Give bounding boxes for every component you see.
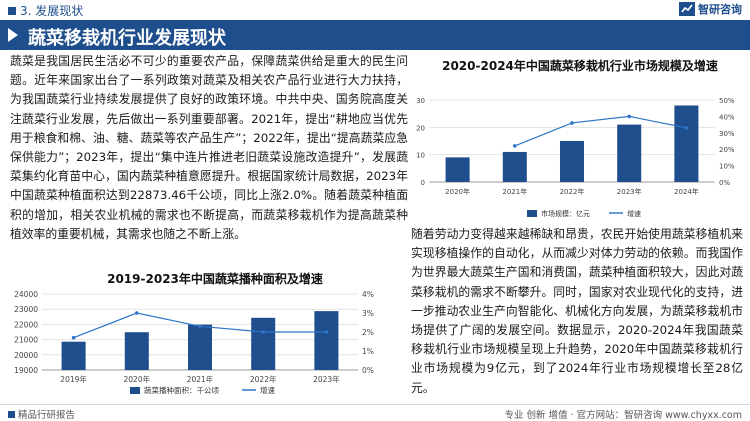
footer-right-text: 专业 创新 增值 · 官方网站：智研咨询 www.chyxx.com [504,410,743,421]
area-chart-legend-line-label: 增速 [260,385,275,395]
area-chart-growth-point [71,335,76,340]
area-chart-y-tick-label: 20000 [14,351,38,360]
market-chart-growth-point [684,126,689,130]
area-chart-growth-point [261,330,266,334]
area-chart-x-tick-label: 2021年 [187,374,214,384]
area-chart-growth-point [324,330,329,334]
brand-logo-icon [679,2,695,16]
market-chart-x-tick-label: 2020年 [445,187,470,196]
market-chart-growth-point [627,114,631,119]
area-chart-x-tick-label: 2019年 [60,374,87,384]
area-chart-y-tick-label: 19000 [14,366,38,375]
market-chart-legend-line-label: 增速 [627,209,641,218]
market-chart-legend-bar-label: 市场规模：亿元 [541,209,590,218]
area-chart-bar [314,311,339,370]
area-chart-y-tick-label: 21000 [14,336,38,345]
brand-logo: 智研咨询 [679,1,742,17]
area-chart-legend-bar-label: 蔬菜播种面积：千公顷 [144,385,219,395]
area-chart-y2-tick-label: 4% [362,290,374,299]
market-chart-x-tick-label: 2022年 [560,187,585,196]
area-chart-y-tick-label: 23000 [14,305,38,314]
area-chart-x-tick-label: 2022年 [250,374,277,384]
area-chart-y-tick-label: 22000 [14,320,38,329]
area-chart-y2-tick-label: 0% [362,366,374,375]
page-title: 蔬菜移栽机行业发展现状 [28,28,226,49]
area-chart-bar [187,324,213,370]
market-chart-y-tick-label: 20 [416,124,425,132]
planting-area-chart: 19000 20000 21000 22000 23000 24000 0% 1% 2% 3% 4%… [14,290,374,395]
left-paragraph: 蔬菜是我国居民生活必不可少的重要农产品，保障蔬菜供给是重大的民生问题。近年来国家… [10,54,408,241]
area-chart-y-tick-label: 24000 [14,290,38,299]
area-chart-x-tick-label: 2023年 [313,374,340,384]
market-chart-bar [674,105,699,182]
market-chart-y2-tick-label: 30% [719,130,735,138]
area-chart-bar [251,317,276,370]
title-bar: 蔬菜移栽机行业发展现状 [0,20,750,50]
brand-logo-text: 智研咨询 [698,3,742,16]
area-chart-bar [61,341,86,370]
market-size-chart: 0 10 20 30 0% 10% 20% 30% 40% 50% 2020年 2021年 2022年 2… [416,97,735,218]
footer-left-text: 精品行研报告 [18,410,76,421]
market-chart-x-tick-label: 2023年 [617,187,642,196]
market-chart-y-tick-label: 10 [416,152,425,160]
market-chart-growth-point [570,121,574,125]
area-chart-legend-bar-swatch [130,387,140,394]
market-chart-y2-tick-label: 40% [719,113,735,121]
market-chart-bar [502,151,527,182]
section-label-text: 3. 发展现状 [20,4,84,18]
market-chart-y-tick-label: 30 [416,97,425,105]
market-chart-growth-line [514,115,687,147]
title-arrow-icon [8,28,18,42]
area-chart-growth-point [198,324,202,329]
chart-title-area: 2019-2023年中国蔬菜播种面积及增速 [107,272,323,286]
market-chart-y2-tick-label: 0% [719,179,730,187]
footer-square-icon [8,410,15,418]
market-chart-bar [559,141,585,182]
footer-left: 精品行研报告 [8,407,75,421]
area-chart-y2-tick-label: 2% [362,328,374,337]
market-chart-x-tick-label: 2024年 [674,187,699,196]
chart-title-market: 2020-2024年中国蔬菜移栽机行业市场规模及增速 [442,59,718,73]
market-chart-growth-point [513,144,517,148]
area-chart-x-tick-label: 2020年 [124,374,151,384]
section-square-icon [8,6,16,15]
section-label: 3. 发展现状 [8,2,83,19]
area-chart-bar [124,332,149,370]
right-paragraph: 随着劳动力变得越来越稀缺和昂贵，农民开始使用蔬菜移植机来实现移植操作的自动化，从… [411,227,743,395]
area-chart-y2-tick-label: 3% [362,309,374,318]
area-chart-y2-tick-label: 1% [362,347,374,356]
market-chart-y2-tick-label: 50% [719,97,735,105]
market-chart-legend-bar-swatch [527,210,537,217]
market-chart-bar [617,124,642,182]
market-chart-x-tick-label: 2021年 [502,187,527,196]
top-bar: 3. 发展现状 智研咨询 [0,0,750,20]
area-chart-growth-point [135,311,139,315]
footer: 精品行研报告 专业 创新 增值 · 官方网站：智研咨询 www.chyxx.co… [0,404,750,421]
market-chart-y-tick-label: 0 [421,179,425,187]
market-chart-y2-tick-label: 20% [719,146,735,154]
market-chart-bar [445,157,470,182]
market-chart-y2-tick-label: 10% [719,163,735,171]
